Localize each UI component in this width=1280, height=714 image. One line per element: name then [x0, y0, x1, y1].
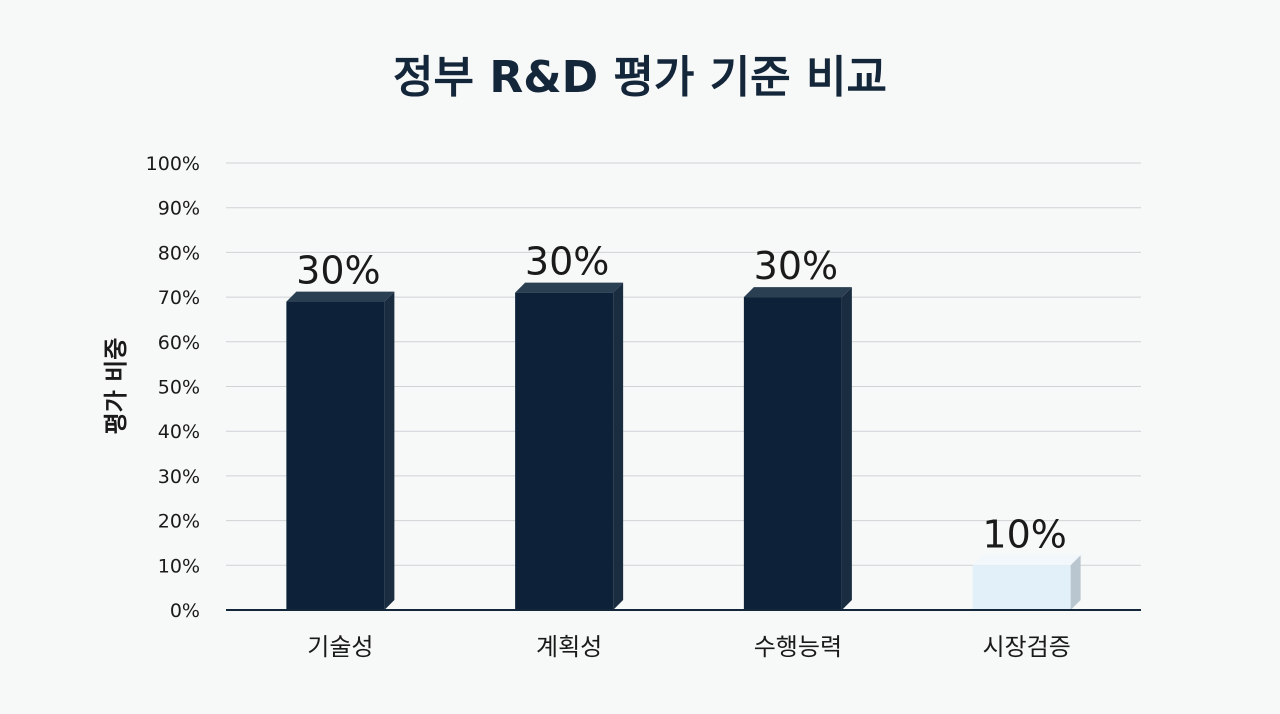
y-tick-label: 0%: [170, 600, 200, 622]
chart-title: 정부 R&D 평가 기준 비교: [393, 52, 887, 103]
value-label: 10%: [982, 512, 1066, 556]
bars: [286, 282, 1081, 610]
bar-side: [384, 291, 395, 610]
y-tick-label: 40%: [158, 421, 200, 443]
bar-front: [743, 297, 842, 610]
bar-side: [613, 282, 624, 610]
value-labels: 30% 30% 30% 10%: [296, 240, 1067, 557]
y-tick-label: 20%: [158, 511, 200, 533]
x-category-label: 기술성: [307, 633, 373, 661]
value-label: 30%: [525, 240, 609, 284]
y-tick-label: 80%: [158, 242, 200, 264]
bar-front: [515, 292, 614, 610]
bar-top: [743, 287, 852, 298]
y-tick-label: 100%: [146, 153, 200, 175]
x-category-label: 수행능력: [754, 633, 842, 661]
bar-1: [286, 291, 395, 610]
bar-top: [515, 282, 624, 293]
y-tick-label: 10%: [158, 555, 200, 577]
y-axis-ticks: 0% 10% 20% 30% 40% 50% 60% 70% 80% 90% 100%: [146, 153, 200, 622]
value-label: 30%: [754, 244, 838, 288]
bar-4: [972, 555, 1081, 610]
bar-2: [515, 282, 624, 610]
bar-front: [972, 565, 1071, 610]
bar-side: [1070, 555, 1081, 610]
bar-top: [286, 291, 395, 302]
y-tick-label: 50%: [158, 377, 200, 399]
x-category-label: 계획성: [536, 633, 602, 661]
bar-3: [743, 287, 852, 610]
value-label: 30%: [296, 249, 380, 293]
y-tick-label: 90%: [158, 198, 200, 220]
bar-side: [841, 287, 852, 610]
bar-front: [286, 301, 385, 610]
y-tick-label: 30%: [158, 466, 200, 488]
bar-top: [972, 555, 1081, 566]
x-category-label: 시장검증: [982, 633, 1070, 661]
y-tick-label: 60%: [158, 332, 200, 354]
y-tick-label: 70%: [158, 287, 200, 309]
x-axis-categories: 기술성 계획성 수행능력 시장검증: [307, 633, 1071, 661]
y-axis-label: 평가 비중: [102, 338, 130, 435]
